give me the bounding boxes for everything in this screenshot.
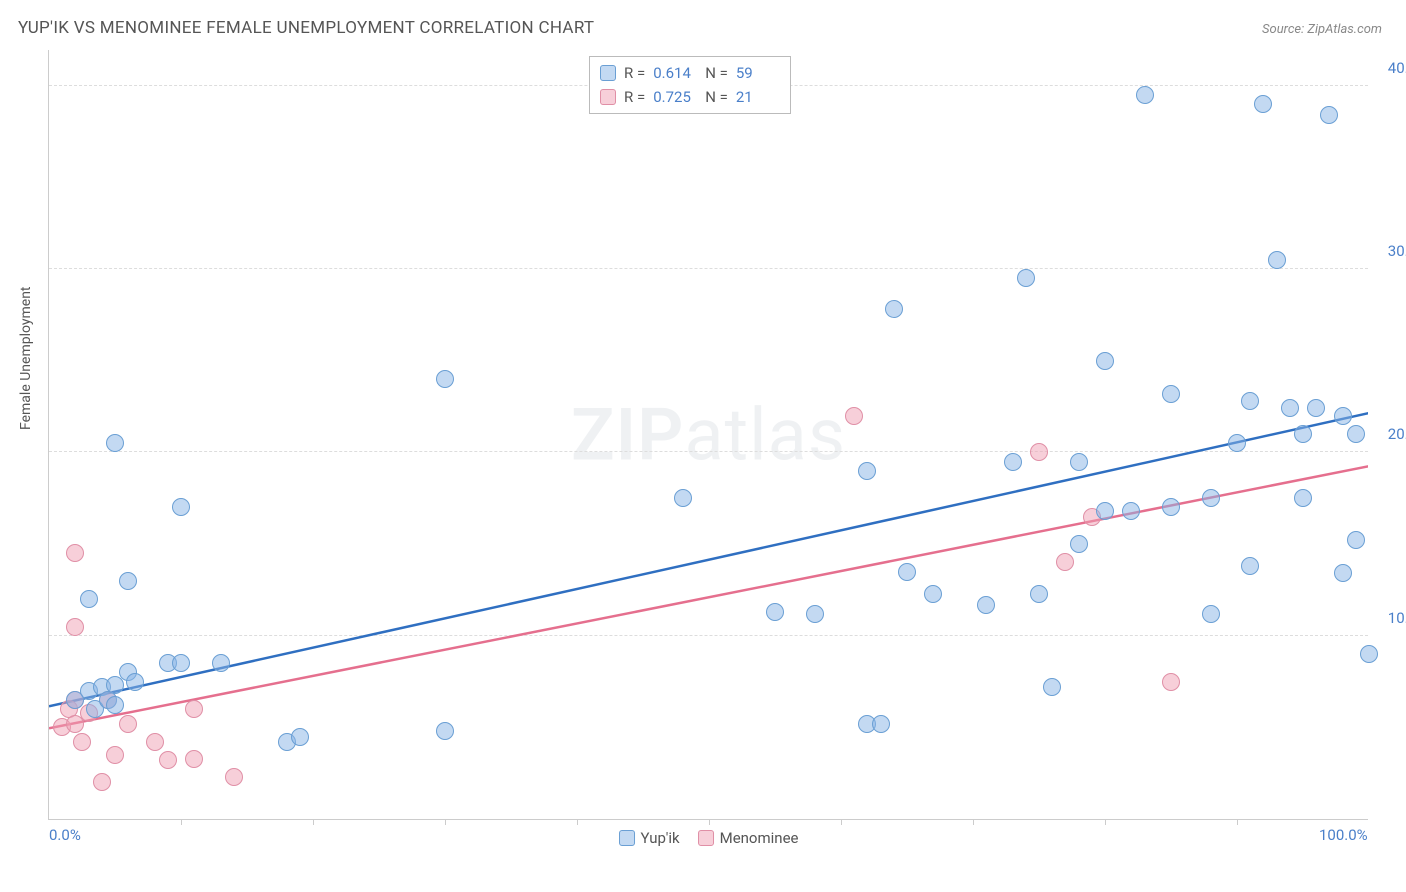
gridline <box>49 635 1368 636</box>
data-point <box>126 673 144 691</box>
data-point <box>1281 399 1299 417</box>
trend-lines <box>49 50 1368 819</box>
x-tick <box>1237 819 1238 825</box>
data-point <box>1294 425 1312 443</box>
data-point <box>93 773 111 791</box>
data-point <box>885 300 903 318</box>
data-point <box>80 590 98 608</box>
data-point <box>977 596 995 614</box>
data-point <box>185 700 203 718</box>
x-tick <box>313 819 314 825</box>
data-point <box>73 733 91 751</box>
swatch-yupik-icon <box>619 830 635 846</box>
data-point <box>1334 407 1352 425</box>
data-point <box>898 563 916 581</box>
data-point <box>1096 352 1114 370</box>
data-point <box>106 746 124 764</box>
data-point <box>1162 385 1180 403</box>
data-point <box>1268 251 1286 269</box>
x-tick <box>181 819 182 825</box>
x-tick-label: 100.0% <box>1319 826 1368 844</box>
legend-item-menominee: Menominee <box>698 829 799 847</box>
data-point <box>66 618 84 636</box>
data-point <box>436 370 454 388</box>
data-point <box>1043 678 1061 696</box>
data-point <box>1347 425 1365 443</box>
data-point <box>1122 502 1140 520</box>
data-point <box>858 462 876 480</box>
data-point <box>1241 392 1259 410</box>
data-point <box>872 715 890 733</box>
data-point <box>1228 434 1246 452</box>
data-point <box>924 585 942 603</box>
source-label: Source: ZipAtlas.com <box>1262 22 1382 37</box>
y-tick-label: 40.0% <box>1388 59 1406 77</box>
data-point <box>1030 585 1048 603</box>
data-point <box>1294 489 1312 507</box>
data-point <box>212 654 230 672</box>
swatch-menominee-icon <box>698 830 714 846</box>
data-point <box>1070 535 1088 553</box>
data-point <box>806 605 824 623</box>
data-point <box>185 750 203 768</box>
data-point <box>1254 95 1272 113</box>
chart-title: YUP'IK VS MENOMINEE FEMALE UNEMPLOYMENT … <box>18 18 594 38</box>
data-point <box>1320 106 1338 124</box>
gridline <box>49 268 1368 269</box>
data-point <box>1030 443 1048 461</box>
data-point <box>119 572 137 590</box>
legend-item-yupik: Yup'ik <box>619 829 680 847</box>
correlation-legend: R = 0.614 N = 59 R = 0.725 N = 21 <box>589 56 791 114</box>
x-tick <box>577 819 578 825</box>
data-point <box>1162 498 1180 516</box>
y-tick-label: 30.0% <box>1388 242 1406 260</box>
data-point <box>1056 553 1074 571</box>
data-point <box>291 728 309 746</box>
data-point <box>1347 531 1365 549</box>
swatch-menominee <box>600 89 616 105</box>
data-point <box>1162 673 1180 691</box>
data-point <box>1307 399 1325 417</box>
header: YUP'IK VS MENOMINEE FEMALE UNEMPLOYMENT … <box>0 0 1406 46</box>
gridline <box>49 451 1368 452</box>
data-point <box>106 696 124 714</box>
y-tick-label: 20.0% <box>1388 425 1406 443</box>
data-point <box>172 498 190 516</box>
data-point <box>172 654 190 672</box>
data-point <box>1241 557 1259 575</box>
legend-row-menominee: R = 0.725 N = 21 <box>600 85 780 109</box>
swatch-yupik <box>600 65 616 81</box>
x-tick <box>841 819 842 825</box>
data-point <box>1070 453 1088 471</box>
x-tick <box>1105 819 1106 825</box>
series-legend: Yup'ik Menominee <box>619 829 799 847</box>
data-point <box>674 489 692 507</box>
data-point <box>66 544 84 562</box>
data-point <box>119 715 137 733</box>
data-point <box>845 407 863 425</box>
data-point <box>225 768 243 786</box>
legend-row-yupik: R = 0.614 N = 59 <box>600 61 780 85</box>
x-tick-label: 0.0% <box>49 826 81 844</box>
data-point <box>1136 86 1154 104</box>
data-point <box>1360 645 1378 663</box>
data-point <box>436 722 454 740</box>
data-point <box>1202 605 1220 623</box>
chart-plot-area: ZIPatlas 10.0%20.0%30.0%40.0% 0.0%100.0%… <box>48 50 1368 820</box>
data-point <box>1334 564 1352 582</box>
watermark: ZIPatlas <box>571 392 846 477</box>
x-tick <box>445 819 446 825</box>
x-tick <box>973 819 974 825</box>
data-point <box>1017 269 1035 287</box>
data-point <box>766 603 784 621</box>
data-point <box>1004 453 1022 471</box>
data-point <box>1096 502 1114 520</box>
x-tick <box>709 819 710 825</box>
y-axis-label: Female Unemployment <box>18 286 34 430</box>
data-point <box>106 434 124 452</box>
y-tick-label: 10.0% <box>1388 609 1406 627</box>
data-point <box>146 733 164 751</box>
data-point <box>159 751 177 769</box>
data-point <box>1202 489 1220 507</box>
